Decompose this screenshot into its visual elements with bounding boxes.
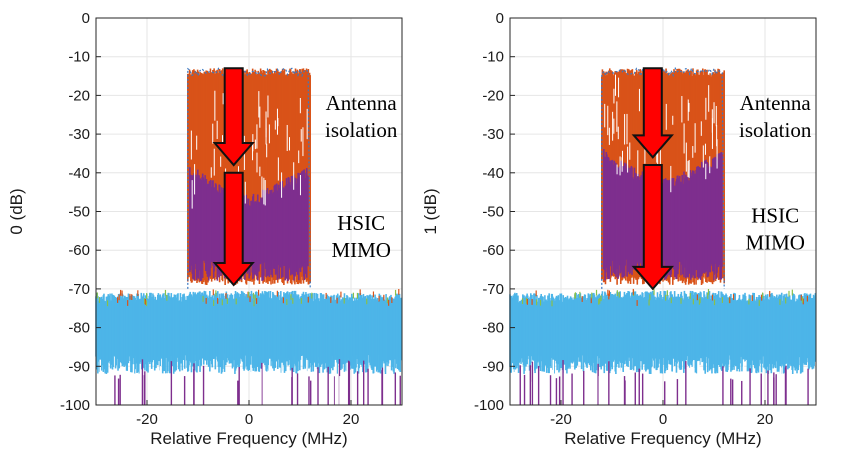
arrow-2 xyxy=(212,171,255,287)
chart-right-panel: 0 -10 -20 -30 -40 -50 -60 -70 -80 -90 -100 -20 0 20Re… xyxy=(421,10,817,448)
y-tick-label: 0 xyxy=(496,10,504,27)
series-gaps xyxy=(604,74,718,193)
y-tick-label: 0 xyxy=(82,10,90,27)
annotation-label: isolation xyxy=(325,118,398,142)
chart-left-panel: 0 -10 -20 -30 -40 -50 -60 -70 -80 -90 -100 -20 0 20Re… xyxy=(7,10,403,448)
annotation-label: MIMO xyxy=(745,230,805,254)
series-outline xyxy=(601,66,725,289)
y-tick-label: -70 xyxy=(68,281,90,298)
x-tick-label: -20 xyxy=(550,411,572,428)
arrow-1 xyxy=(631,67,674,159)
annotation-label: HSIC xyxy=(751,203,799,227)
y-tick-label: -20 xyxy=(482,87,504,104)
y-tick-label: -50 xyxy=(482,204,504,221)
annotation-label: Antenna xyxy=(740,91,812,115)
y-tick-label: -70 xyxy=(482,281,504,298)
annotation-label: isolation xyxy=(739,118,812,142)
series-noise-floor xyxy=(509,290,817,375)
y-axis-label: 1 (dB) xyxy=(421,188,440,234)
annotation-label: MIMO xyxy=(331,238,391,262)
outline-line xyxy=(601,66,725,289)
y-tick-label: -90 xyxy=(482,358,504,375)
x-tick-label: 0 xyxy=(659,411,667,428)
y-tick-label: -80 xyxy=(482,320,504,337)
annotation-label: Antenna xyxy=(326,91,398,115)
y-tick-label: -60 xyxy=(68,242,90,259)
x-tick-label: 20 xyxy=(343,411,360,428)
y-tick-label: -30 xyxy=(482,126,504,143)
y-tick-label: -10 xyxy=(482,49,504,66)
x-tick-label: 0 xyxy=(245,411,253,428)
outline-line xyxy=(187,67,311,289)
x-tick-label: -20 xyxy=(136,411,158,428)
y-tick-label: -20 xyxy=(68,87,90,104)
annotation-label: HSIC xyxy=(337,211,385,235)
arrow-1 xyxy=(212,67,255,167)
y-tick-label: -60 xyxy=(482,242,504,259)
y-tick-label: -50 xyxy=(68,204,90,221)
y-tick-label: -100 xyxy=(474,397,504,414)
x-axis-label: Relative Frequency (MHz) xyxy=(564,429,761,448)
series-outline xyxy=(187,67,311,289)
y-tick-label: -100 xyxy=(60,397,90,414)
y-tick-label: -90 xyxy=(68,358,90,375)
series-noise-floor xyxy=(95,290,403,375)
y-tick-label: -40 xyxy=(482,165,504,182)
y-tick-label: -10 xyxy=(68,49,90,66)
y-axis-label: 0 (dB) xyxy=(7,188,26,234)
arrow-2 xyxy=(631,164,674,291)
series-noise-spikes xyxy=(510,288,812,405)
x-axis-label: Relative Frequency (MHz) xyxy=(150,429,347,448)
y-tick-label: -30 xyxy=(68,126,90,143)
y-tick-label: -80 xyxy=(68,320,90,337)
y-tick-label: -40 xyxy=(68,165,90,182)
x-tick-label: 20 xyxy=(757,411,774,428)
